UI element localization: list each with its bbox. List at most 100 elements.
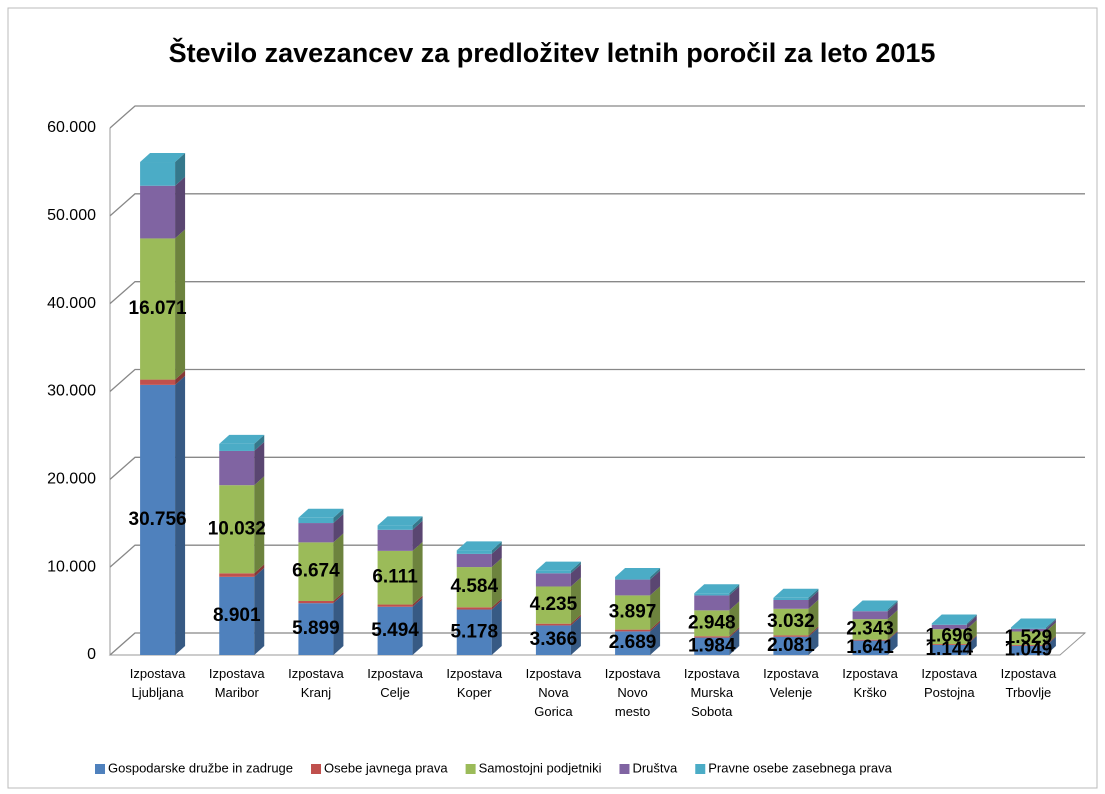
data-label: 6.111: [372, 567, 418, 588]
bar-segment: [456, 600, 502, 655]
bar-top: [852, 600, 898, 610]
bar-segment: [852, 630, 898, 641]
bar-segment: [1010, 636, 1056, 655]
bar-front: [773, 636, 809, 655]
x-tick-label: Izpostava Kranj: [288, 666, 344, 700]
bar-segment: [852, 631, 898, 655]
bar-side: [570, 564, 581, 587]
bar-top: [931, 614, 977, 624]
bar-side: [650, 570, 661, 596]
bar-segment: [298, 594, 344, 655]
bar-side: [1045, 618, 1056, 629]
grid-line: [109, 368, 1085, 392]
bar-front: [377, 606, 413, 655]
bar-front: [219, 485, 255, 574]
bar-front: [694, 610, 730, 637]
bar-segment: [773, 626, 819, 637]
bar-side: [175, 153, 186, 186]
bar-segment: [535, 564, 581, 587]
bar-front: [140, 162, 176, 186]
bar-side: [729, 584, 740, 596]
bar-front: [456, 550, 492, 554]
bar-segment: [456, 598, 502, 610]
bar-side: [650, 586, 661, 630]
data-label: 3.366: [530, 629, 578, 650]
bar-side: [333, 533, 344, 601]
bar-segment: [377, 516, 423, 530]
bar-side: [254, 434, 265, 451]
bar-side: [1045, 619, 1056, 632]
bar-front: [535, 570, 571, 574]
data-label: 30.756: [129, 509, 187, 530]
bar-front: [456, 609, 492, 655]
legend-label: Gospodarske družbe in zadruge: [108, 760, 293, 775]
x-tick-label: Izpostava Postojna: [921, 666, 977, 700]
bar-segment: [456, 558, 502, 608]
bar-side: [333, 594, 344, 655]
grid-line: [109, 105, 1085, 129]
data-label: 2.081: [767, 635, 815, 656]
legend-label: Pravne osebe zasebnega prava: [708, 760, 892, 775]
bar-side: [254, 567, 265, 655]
bar-front: [219, 576, 255, 655]
data-label: 3.032: [767, 611, 815, 632]
bar-front: [931, 644, 967, 645]
bar-front: [298, 600, 334, 604]
bar-segment: [377, 595, 423, 607]
data-label: 5.899: [292, 618, 340, 639]
bar-side: [650, 622, 661, 655]
bar-side: [491, 558, 502, 608]
bar-segment: [615, 567, 661, 580]
bar-segment: [1010, 619, 1056, 632]
bar-front: [931, 624, 967, 630]
bar-side: [887, 630, 898, 641]
bar-segment: [219, 441, 265, 486]
bar-side: [887, 631, 898, 655]
data-label: 1.144: [925, 639, 973, 660]
bar-front: [615, 579, 651, 596]
bar-front: [773, 635, 809, 637]
bar-segment: [694, 628, 740, 655]
bar-front: [1010, 645, 1046, 655]
bar-top: [219, 434, 265, 444]
legend-label: Samostojni podjetniki: [479, 760, 602, 775]
y-tick-label: 20.000: [47, 471, 96, 488]
bar-segment: [377, 541, 423, 605]
bar-front: [219, 450, 255, 486]
data-label: 10.032: [208, 518, 266, 539]
bar-front: [535, 623, 571, 626]
bar-side: [175, 176, 186, 239]
y-tick-label: 40.000: [47, 295, 96, 312]
bar-side: [333, 514, 344, 543]
bar-segment: [140, 176, 186, 239]
bar-front: [852, 611, 888, 620]
bar-side: [570, 614, 581, 626]
bar-front: [140, 238, 176, 380]
bar-segment: [456, 541, 502, 554]
bar-segment: [931, 635, 977, 645]
bar-segment: [931, 614, 977, 625]
bar-front: [535, 625, 571, 655]
x-tick-label: Izpostava Maribor: [209, 666, 265, 700]
bar-segment: [773, 599, 819, 636]
bar-front: [219, 443, 255, 451]
bar-segment: [298, 514, 344, 543]
bar-front: [852, 619, 888, 640]
bar-side: [729, 601, 740, 637]
bar-side: [808, 590, 819, 609]
bar-segment: [140, 375, 186, 655]
bar-segment: [456, 544, 502, 568]
bar-segment: [694, 627, 740, 638]
y-tick-label: 50.000: [47, 207, 96, 224]
bar-segment: [852, 600, 898, 612]
x-tick-label: Izpostava Novo mesto: [605, 666, 661, 719]
bar-segment: [219, 564, 265, 577]
bar-front: [298, 603, 334, 655]
data-label: 1.529: [1005, 627, 1053, 648]
bar-top: [377, 516, 423, 526]
chart-title: Število zavezancev za predložitev letnih…: [169, 37, 936, 68]
bar-top: [615, 567, 661, 577]
bar-top: [140, 153, 186, 163]
bar-segment: [298, 533, 344, 601]
